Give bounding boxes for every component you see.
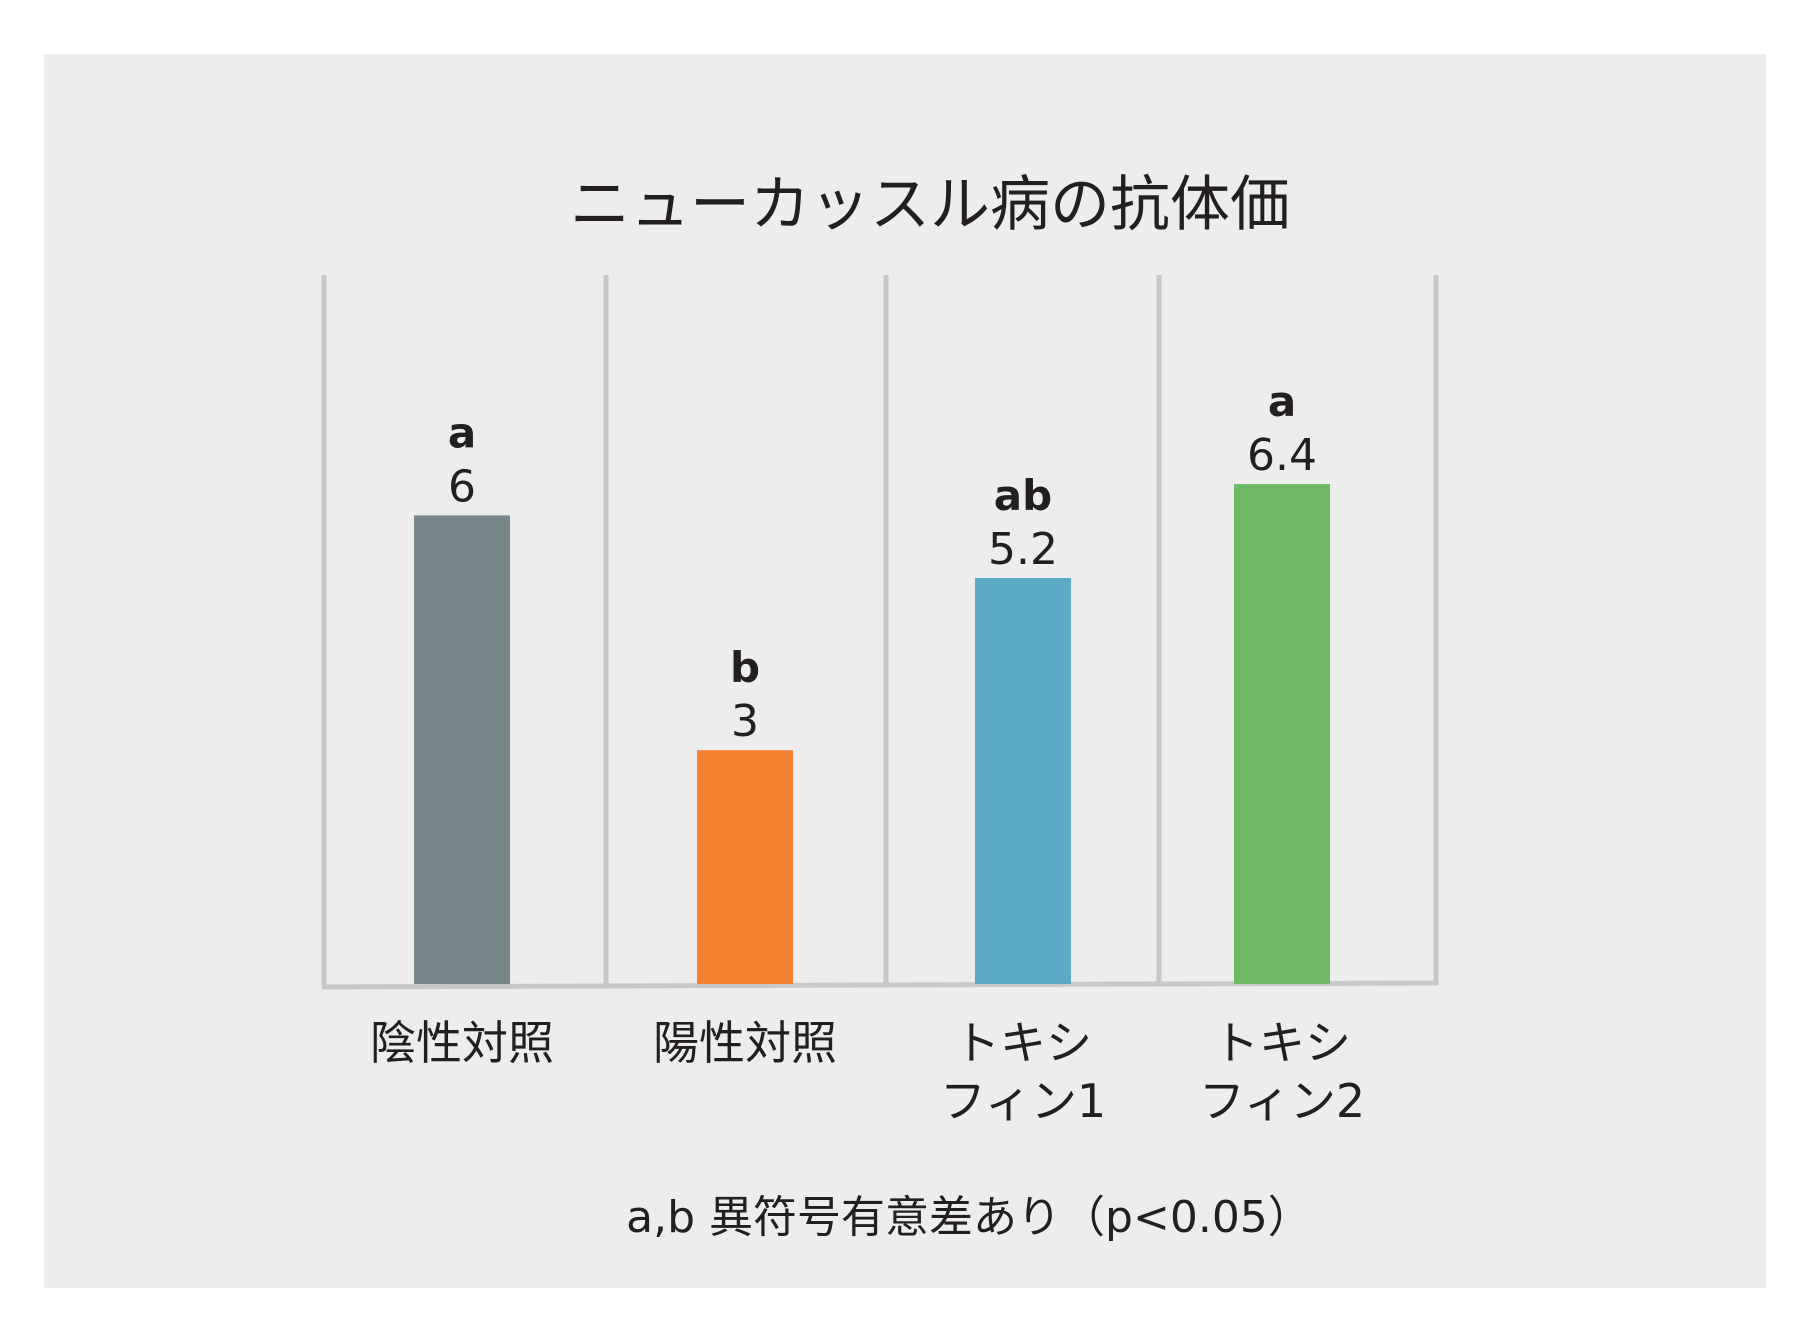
significance-letter-1: a [448,408,476,457]
significance-letter-4: a [1268,377,1296,426]
bar-1 [414,515,510,984]
significance-letter-3: ab [994,471,1052,520]
value-label-4: 6.4 [1247,430,1317,481]
bar-4 [1234,484,1330,984]
category-label-1: 陰性対照 [370,1016,554,1070]
category-label-2: 陽性対照 [653,1016,837,1070]
significance-footnote: a,b 異符号有意差あり（p<0.05） [626,1192,1312,1243]
chart-panel: ニューカッスル病の抗体価 6 a 陰性対照 3 b 陽性対照 5.2 ab トキシ フィン1 6.4… [44,54,1766,1288]
value-label-1: 6 [448,461,476,512]
category-label-4-line-2: フィン2 [1199,1074,1365,1128]
bar-3 [975,578,1071,984]
bar-2 [697,750,793,984]
value-label-3: 5.2 [988,524,1058,575]
value-label-2: 3 [731,696,759,747]
bar-chart: ニューカッスル病の抗体価 6a陰性対照3b陽性対照5.2abトキシフィン16.4… [321,170,1439,1243]
bars-group [414,484,1330,984]
category-label-4-line-1: トキシ [1213,1016,1351,1070]
category-label-3-line-1: トキシ [954,1016,1092,1070]
chart-title: ニューカッスル病の抗体価 [570,170,1290,240]
significance-letter-2: b [730,643,760,692]
category-label-3-line-2: フィン1 [940,1074,1106,1128]
